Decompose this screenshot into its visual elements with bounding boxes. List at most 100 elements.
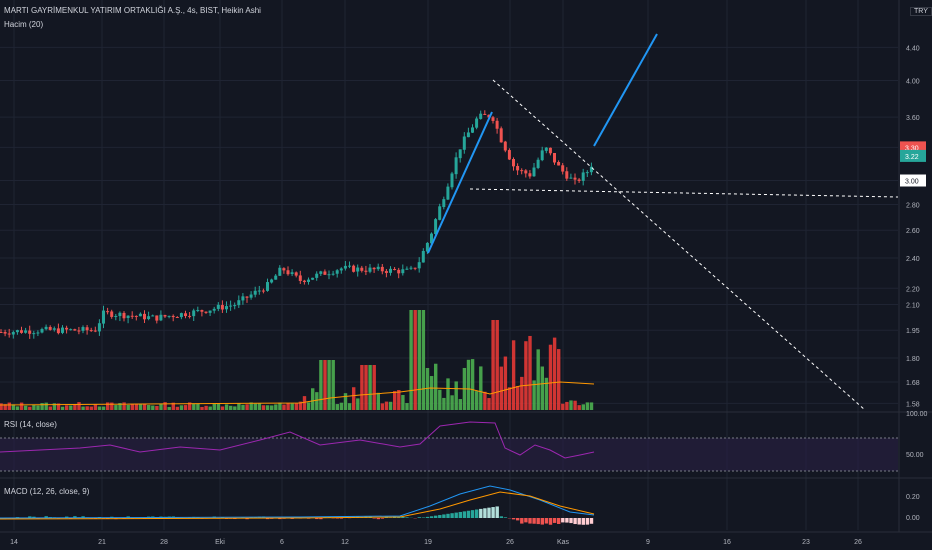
- candle-body: [73, 329, 77, 331]
- volume-bar: [233, 406, 237, 410]
- price-tick-label: 1.58: [906, 401, 920, 408]
- macd-histogram-bar: [499, 516, 503, 518]
- time-tick-label: 16: [723, 539, 731, 546]
- volume-bar: [577, 405, 581, 410]
- volume-bar: [3, 404, 7, 410]
- candle-body: [536, 159, 540, 168]
- candle-body: [81, 327, 85, 331]
- volume-bar: [536, 349, 540, 410]
- candle-body: [503, 141, 507, 151]
- macd-tick-label: 0.00: [906, 515, 920, 522]
- volume-bar: [516, 385, 520, 410]
- volume-bar: [122, 402, 126, 410]
- volume-bar: [110, 402, 114, 410]
- macd-histogram-bar: [470, 510, 475, 518]
- currency-badge[interactable]: TRY: [910, 7, 932, 16]
- candle-body: [28, 330, 32, 334]
- candle-body: [220, 305, 224, 310]
- candle-body: [171, 315, 175, 318]
- macd-histogram-bar: [483, 508, 487, 518]
- macd-histogram-bar: [573, 518, 577, 525]
- macd-indicator-label[interactable]: MACD (12, 26, close, 9): [4, 487, 90, 496]
- volume-bar: [85, 406, 89, 410]
- candle-body: [151, 315, 155, 317]
- volume-bar: [69, 405, 73, 410]
- macd-histogram-bar: [475, 509, 479, 518]
- volume-bar: [450, 395, 454, 410]
- volume-bar: [245, 404, 249, 410]
- volume-bar: [311, 388, 315, 410]
- volume-bar: [458, 399, 462, 410]
- price-tick-label: 2.20: [906, 286, 920, 293]
- volume-bar: [147, 405, 151, 410]
- candle-body: [155, 315, 159, 321]
- volume-bar: [425, 368, 430, 410]
- volume-bar: [19, 402, 24, 410]
- candle-body: [163, 315, 167, 317]
- volume-bar: [224, 404, 229, 410]
- candle-body: [520, 170, 524, 172]
- candle-body: [200, 310, 204, 312]
- price-tick-label: 4.40: [906, 45, 920, 52]
- rsi-indicator-label[interactable]: RSI (14, close): [4, 420, 57, 429]
- volume-bar: [114, 405, 118, 410]
- candle-body: [548, 147, 552, 154]
- volume-bar: [569, 400, 573, 410]
- volume-bar: [511, 340, 516, 410]
- volume-bar: [36, 405, 40, 410]
- candle-body: [540, 150, 544, 161]
- candle-body: [323, 271, 327, 275]
- candle-body: [454, 157, 458, 175]
- volume-bar: [331, 360, 335, 410]
- candle-body: [528, 173, 532, 177]
- volume-bar: [32, 404, 36, 410]
- candle-body: [343, 265, 347, 269]
- volume-bar: [138, 404, 143, 410]
- volume-bar: [171, 402, 175, 410]
- candle-body: [32, 333, 36, 335]
- volume-bar: [573, 400, 577, 410]
- time-tick-label: 6: [280, 539, 284, 546]
- volume-bar: [298, 401, 303, 410]
- price-tick-label: 1.80: [906, 356, 920, 363]
- price-tick-label: 2.40: [906, 256, 920, 263]
- macd-histogram-bar: [516, 518, 520, 521]
- price-tick-label: 2.60: [906, 228, 920, 235]
- price-badge: [900, 149, 926, 162]
- candle-body: [577, 179, 581, 181]
- volume-bar: [470, 359, 475, 410]
- candle-body: [286, 270, 290, 275]
- volume-bar: [376, 392, 380, 410]
- candle-body: [257, 290, 261, 292]
- volume-bar: [249, 402, 253, 410]
- volume-bar: [229, 405, 233, 410]
- time-tick-label: 19: [424, 539, 432, 546]
- time-tick-label: 14: [10, 539, 18, 546]
- candle-body: [294, 272, 298, 276]
- candle-body: [48, 326, 52, 330]
- volume-bar: [11, 404, 16, 410]
- rsi-tick-label: 100.00: [906, 411, 928, 418]
- volume-bar: [528, 335, 532, 410]
- volume-indicator-label[interactable]: Hacim (20): [4, 20, 44, 29]
- volume-bar: [142, 404, 147, 410]
- volume-bar: [352, 387, 356, 410]
- candle-body: [249, 294, 253, 298]
- candle-body: [245, 296, 249, 298]
- volume-bar: [270, 405, 274, 410]
- macd-histogram-bar: [552, 518, 557, 523]
- rsi-band: [0, 438, 898, 471]
- candle-body: [204, 311, 208, 313]
- volume-bar: [561, 403, 565, 410]
- volume-bar: [200, 406, 204, 410]
- dashed-support: [469, 188, 899, 198]
- volume-bar: [130, 404, 134, 410]
- candle-body: [36, 332, 40, 334]
- volume-bar: [7, 402, 11, 410]
- volume-bar: [413, 310, 417, 410]
- candle-body: [188, 315, 192, 317]
- candle-body: [499, 128, 503, 143]
- macd-histogram-bar: [557, 518, 561, 524]
- candle-body: [253, 290, 257, 295]
